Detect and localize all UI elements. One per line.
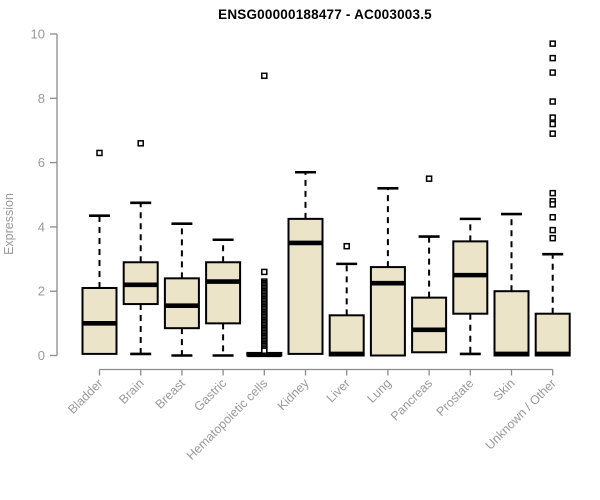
outlier-point [96, 149, 103, 157]
x-tick-label-brain: Brain [116, 376, 147, 407]
outlier-point [549, 120, 556, 128]
boxplot-skin [493, 212, 530, 357]
outlier-point [549, 226, 556, 234]
iqr-box [287, 217, 324, 355]
boxplot-brain [122, 140, 159, 356]
boxplot-lung [369, 187, 406, 357]
x-tick-label-prostate: Prostate [434, 376, 477, 419]
outlier-point [549, 201, 556, 208]
outlier-point [549, 69, 556, 76]
x-tick-label-lung: Lung [364, 376, 394, 406]
outlier-point [549, 189, 556, 197]
boxplot-kidney [287, 170, 324, 355]
iqr-box [452, 240, 489, 315]
outlier-point [425, 175, 433, 182]
x-tick-label-hematopoietic-cells: Hematopoietic cells [184, 376, 271, 463]
outlier-point [261, 347, 268, 354]
boxplot-pancreas [411, 175, 448, 354]
outlier-point [261, 72, 268, 80]
outlier-point [549, 54, 556, 62]
iqr-box [369, 266, 406, 357]
x-tick-label-breast: Breast [153, 376, 189, 412]
iqr-box [328, 314, 365, 357]
iqr-box [81, 286, 118, 355]
iqr-box [163, 277, 200, 330]
boxplot-prostate [452, 217, 489, 356]
x-tick-label-bladder: Bladder [65, 376, 105, 416]
boxplot-hematopoietic-cells [246, 72, 283, 358]
boxplot-breast [163, 222, 200, 357]
outlier-point [549, 214, 556, 221]
y-tick-label: 0 [38, 348, 45, 363]
outlier-point [549, 40, 556, 47]
iqr-box [534, 312, 571, 357]
x-tick-label-skin: Skin [491, 376, 518, 403]
outlier-point [549, 234, 556, 242]
x-tick-label-liver: Liver [324, 376, 353, 405]
x-tick-label-kidney: Kidney [275, 376, 312, 413]
y-tick-label: 6 [38, 155, 45, 170]
outlier-point [261, 268, 268, 276]
chart-title: ENSG00000188477 - AC003003.5 [218, 7, 432, 22]
boxplot-bladder [81, 149, 118, 355]
y-tick-label: 4 [38, 219, 45, 234]
boxplot-liver [328, 242, 365, 357]
y-axis-title: Expression [2, 193, 16, 255]
x-tick-label-unknown-other: Unknown / Other [483, 376, 559, 452]
boxplot-unknown-other [534, 40, 571, 357]
y-tick-label: 10 [31, 27, 45, 42]
iqr-box [493, 290, 530, 357]
x-tick-label-gastric: Gastric [191, 376, 229, 414]
y-tick-label: 2 [38, 284, 45, 299]
y-tick-label: 8 [38, 91, 45, 106]
boxplot-gastric [205, 238, 242, 357]
outlier-point [137, 140, 144, 147]
iqr-box [205, 261, 242, 325]
outlier-point [549, 130, 556, 137]
iqr-box [411, 296, 448, 354]
outlier-point [549, 98, 556, 105]
outlier-point [343, 242, 350, 250]
x-tick-label-pancreas: Pancreas [388, 376, 435, 423]
outlier-point [549, 114, 556, 121]
